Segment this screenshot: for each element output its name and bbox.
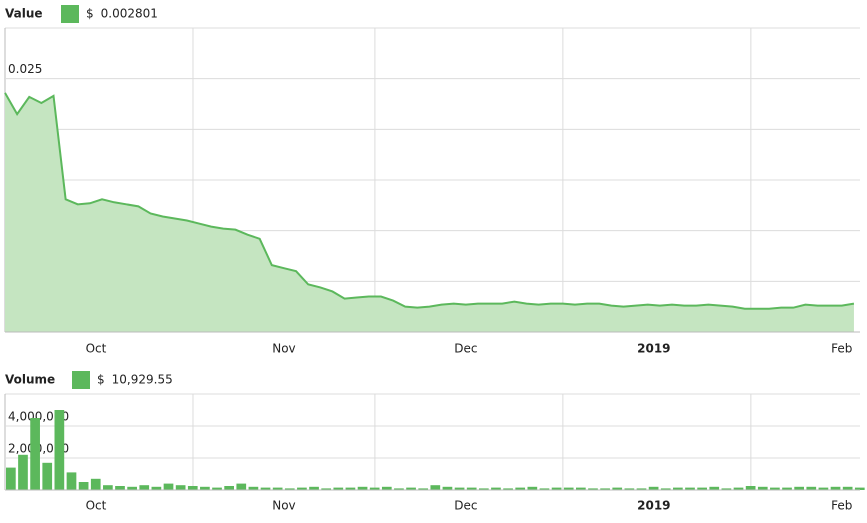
line xyxy=(4,92,855,310)
area-fill xyxy=(5,92,854,332)
bar xyxy=(539,488,550,490)
bar xyxy=(103,485,113,490)
bar xyxy=(503,488,513,490)
bar xyxy=(515,487,526,490)
bar xyxy=(527,486,538,490)
bar xyxy=(260,487,271,490)
legend-value: 10,929.55 xyxy=(112,373,173,387)
bar xyxy=(551,487,562,490)
x-tick-label: Dec xyxy=(454,499,477,513)
bar xyxy=(139,485,150,490)
x-tick-label: Oct xyxy=(86,342,107,356)
bar xyxy=(709,486,720,490)
bar xyxy=(624,488,635,490)
bar xyxy=(418,488,429,490)
bar xyxy=(806,486,817,490)
bar xyxy=(673,487,683,490)
bar xyxy=(588,488,598,490)
bar xyxy=(175,485,186,490)
bar xyxy=(212,487,222,490)
legend-value: 0.002801 xyxy=(101,7,158,21)
bar xyxy=(381,486,392,490)
legend-name: $ xyxy=(86,7,94,21)
bar xyxy=(721,488,732,490)
bar xyxy=(66,472,77,490)
bar xyxy=(636,488,647,490)
panel-title: Value xyxy=(5,7,43,21)
legend-name: $ xyxy=(97,373,105,387)
panel-title: Volume xyxy=(5,373,55,387)
bar xyxy=(600,488,610,490)
x-tick-label: Feb xyxy=(831,342,852,356)
bar xyxy=(745,486,756,490)
bar xyxy=(854,487,865,490)
legend-swatch xyxy=(72,371,90,389)
bar xyxy=(248,486,259,490)
bar xyxy=(127,486,137,490)
bar xyxy=(563,487,574,490)
bar xyxy=(78,482,89,490)
bar xyxy=(18,454,28,490)
bar xyxy=(466,487,477,490)
bar xyxy=(224,486,234,490)
bar xyxy=(30,418,40,490)
bar xyxy=(612,487,623,490)
bar xyxy=(357,486,368,490)
bar xyxy=(187,486,198,490)
bar xyxy=(42,462,53,490)
bar xyxy=(478,488,489,490)
bar xyxy=(454,487,465,490)
x-tick-label: Feb xyxy=(831,499,852,513)
bar xyxy=(6,467,16,490)
bar xyxy=(794,486,804,490)
x-tick-label: Dec xyxy=(454,342,477,356)
bar xyxy=(163,483,174,490)
bar xyxy=(333,487,344,490)
bar xyxy=(782,487,792,490)
bar xyxy=(757,486,768,490)
bar xyxy=(345,487,356,490)
x-tick-label: Nov xyxy=(272,342,295,356)
bar xyxy=(151,486,162,490)
bar xyxy=(90,478,101,490)
bar xyxy=(660,488,671,490)
bar xyxy=(115,486,125,490)
bar xyxy=(770,487,780,490)
y-tick-label: 0.025 xyxy=(8,62,42,76)
bar xyxy=(406,487,416,490)
bar xyxy=(830,486,841,490)
bar xyxy=(369,487,380,490)
bar xyxy=(491,487,501,490)
bar xyxy=(284,488,295,490)
bar xyxy=(272,487,283,490)
bar xyxy=(685,487,695,490)
x-tick-label: Nov xyxy=(272,499,295,513)
bar xyxy=(430,485,441,490)
bar xyxy=(576,487,586,490)
y-tick-label: 4,000,000 xyxy=(8,410,69,424)
x-tick-label: Oct xyxy=(86,499,107,513)
bar xyxy=(842,486,853,490)
x-tick-label: 2019 xyxy=(637,499,670,513)
bar xyxy=(236,483,247,490)
bar xyxy=(648,486,659,490)
bar xyxy=(321,488,332,490)
legend-swatch xyxy=(61,5,79,23)
bar xyxy=(442,486,453,490)
bar xyxy=(394,488,404,490)
bar xyxy=(309,486,319,490)
x-tick-label: 2019 xyxy=(637,342,670,356)
bar xyxy=(818,487,829,490)
bar xyxy=(297,487,307,490)
bar xyxy=(54,410,65,490)
bar xyxy=(733,487,744,490)
bar xyxy=(697,487,707,490)
bar xyxy=(200,486,210,490)
